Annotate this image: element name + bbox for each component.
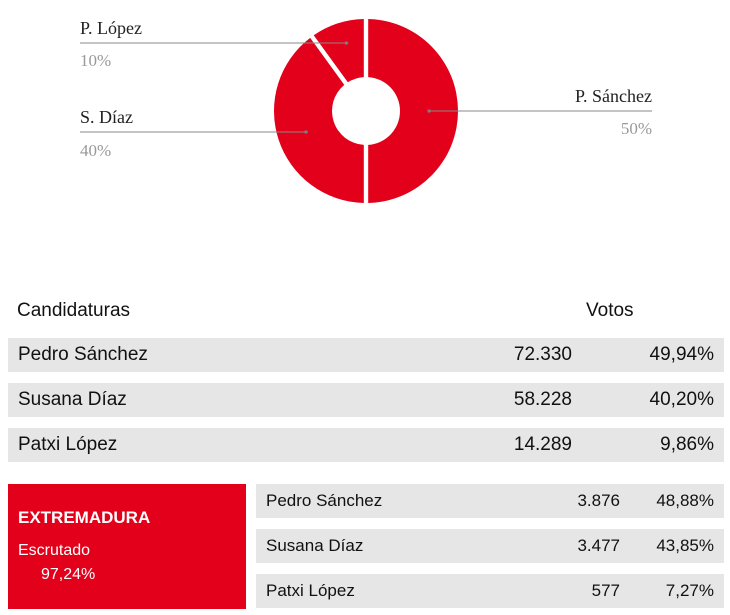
candidate-votes: 72.330 bbox=[513, 344, 572, 365]
region-candidate-name: Susana Díaz bbox=[266, 536, 364, 555]
region-candidate-votes: 577 bbox=[591, 581, 620, 600]
slice-label: P. Sánchez bbox=[575, 86, 652, 106]
donut-chart: P. Sánchez 50% S. Díaz 40% P. López 10% bbox=[0, 0, 730, 215]
region-candidate-pct: 7,27% bbox=[665, 581, 714, 600]
region-candidate-pct: 48,88% bbox=[656, 491, 714, 510]
table-row: Susana Díaz 58.228 40,20% bbox=[8, 383, 724, 417]
table-header: Candidaturas Votos bbox=[0, 296, 730, 326]
region-candidate-name: Patxi López bbox=[266, 581, 355, 600]
slice-value-label: 50% bbox=[621, 119, 652, 138]
donut-slice bbox=[368, 19, 459, 203]
region-box: EXTREMADURA Escrutado 97,24% bbox=[8, 484, 246, 609]
candidate-name: Patxi López bbox=[18, 434, 118, 455]
region-candidate-votes: 3.876 bbox=[577, 491, 620, 510]
candidate-pct: 9,86% bbox=[660, 434, 714, 455]
table-row: Patxi López 14.289 9,86% bbox=[8, 428, 724, 462]
slice-label: S. Díaz bbox=[80, 107, 133, 127]
donut-slice bbox=[313, 19, 364, 83]
region-candidate-votes: 3.477 bbox=[577, 536, 620, 555]
candidate-votes: 58.228 bbox=[513, 389, 572, 410]
region-row: Patxi López 577 7,27% bbox=[256, 574, 724, 608]
candidate-name: Susana Díaz bbox=[18, 389, 127, 410]
region-name: EXTREMADURA bbox=[18, 508, 151, 527]
region-status-label: Escrutado bbox=[18, 542, 91, 559]
donut-chart-svg: P. Sánchez 50% S. Díaz 40% P. López 10% bbox=[80, 18, 652, 203]
region-status-pct: 97,24% bbox=[41, 566, 96, 583]
donut-slice bbox=[273, 37, 364, 203]
candidates-header: Candidaturas bbox=[17, 300, 131, 321]
region-candidate-name: Pedro Sánchez bbox=[266, 491, 383, 510]
slice-value-label: 10% bbox=[80, 51, 111, 70]
candidate-pct: 40,20% bbox=[649, 389, 714, 410]
votes-header: Votos bbox=[586, 300, 634, 321]
table-row: Pedro Sánchez 72.330 49,94% bbox=[8, 338, 724, 372]
region-candidate-pct: 43,85% bbox=[656, 536, 714, 555]
candidate-votes: 14.289 bbox=[513, 434, 572, 455]
candidate-pct: 49,94% bbox=[649, 344, 714, 365]
region-row: Pedro Sánchez 3.876 48,88% bbox=[256, 484, 724, 518]
candidate-name: Pedro Sánchez bbox=[18, 344, 148, 365]
region-row: Susana Díaz 3.477 43,85% bbox=[256, 529, 724, 563]
slice-label: P. López bbox=[80, 18, 142, 38]
slice-value-label: 40% bbox=[80, 141, 111, 160]
